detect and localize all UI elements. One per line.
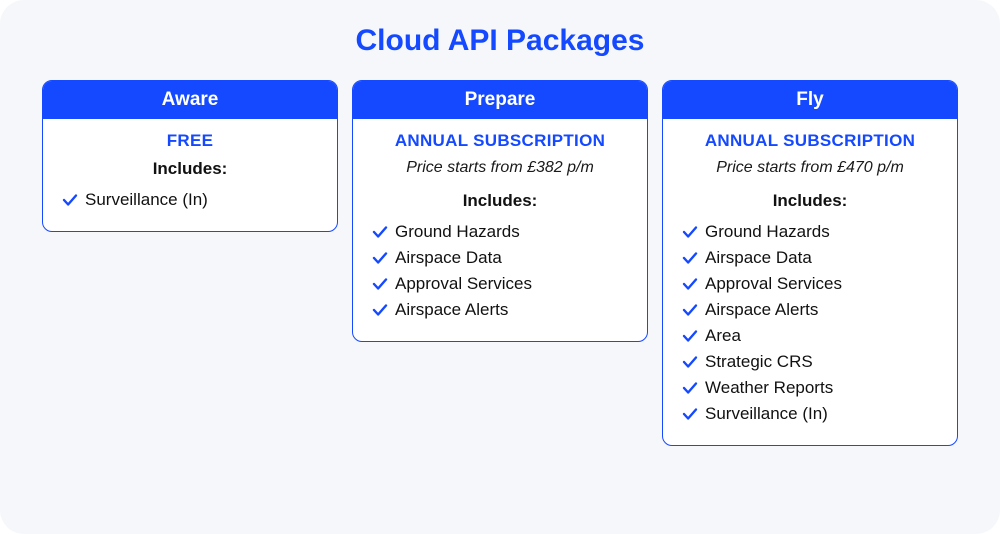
price-note: Price starts from £470 p/m <box>681 159 939 177</box>
feature-item: Airspace Data <box>681 245 939 271</box>
feature-text: Airspace Data <box>395 248 502 268</box>
feature-item: Ground Hazards <box>681 219 939 245</box>
feature-text: Strategic CRS <box>705 352 813 372</box>
feature-item: Airspace Alerts <box>681 297 939 323</box>
feature-list: Ground Hazards Airspace Data Approval Serv… <box>371 219 629 323</box>
feature-text: Ground Hazards <box>705 222 830 242</box>
check-icon <box>681 405 699 423</box>
check-icon <box>681 353 699 371</box>
feature-item: Airspace Alerts <box>371 297 629 323</box>
includes-label: Includes: <box>61 159 319 179</box>
card-body: FREE Includes: Surveillance (In) <box>43 119 337 231</box>
card-header: Aware <box>43 81 337 119</box>
price-note: Price starts from £382 p/m <box>371 159 629 177</box>
price-label: ANNUAL SUBSCRIPTION <box>371 131 629 151</box>
feature-text: Airspace Alerts <box>395 300 508 320</box>
check-icon <box>61 191 79 209</box>
check-icon <box>371 223 389 241</box>
feature-item: Surveillance (In) <box>61 187 319 213</box>
feature-item: Strategic CRS <box>681 349 939 375</box>
feature-text: Approval Services <box>395 274 532 294</box>
feature-text: Airspace Data <box>705 248 812 268</box>
includes-label: Includes: <box>371 191 629 211</box>
feature-text: Area <box>705 326 741 346</box>
check-icon <box>681 249 699 267</box>
feature-text: Surveillance (In) <box>85 190 208 210</box>
price-label: ANNUAL SUBSCRIPTION <box>681 131 939 151</box>
check-icon <box>371 275 389 293</box>
feature-item: Approval Services <box>371 271 629 297</box>
check-icon <box>371 249 389 267</box>
feature-text: Airspace Alerts <box>705 300 818 320</box>
page-title: Cloud API Packages <box>40 24 960 58</box>
price-label: FREE <box>61 131 319 151</box>
feature-list: Surveillance (In) <box>61 187 319 213</box>
feature-item: Surveillance (In) <box>681 401 939 427</box>
check-icon <box>681 327 699 345</box>
feature-text: Approval Services <box>705 274 842 294</box>
feature-item: Weather Reports <box>681 375 939 401</box>
page-canvas: Cloud API Packages Aware FREE Includes: Sur… <box>0 0 1000 534</box>
card-header: Prepare <box>353 81 647 119</box>
pricing-card-fly: Fly ANNUAL SUBSCRIPTION Price starts from … <box>662 80 958 446</box>
includes-label: Includes: <box>681 191 939 211</box>
card-header: Fly <box>663 81 957 119</box>
feature-item: Approval Services <box>681 271 939 297</box>
pricing-cards-row: Aware FREE Includes: Surveillance (In) Prepa… <box>40 80 960 446</box>
feature-text: Weather Reports <box>705 378 833 398</box>
pricing-card-prepare: Prepare ANNUAL SUBSCRIPTION Price starts f… <box>352 80 648 342</box>
feature-item: Area <box>681 323 939 349</box>
check-icon <box>371 301 389 319</box>
check-icon <box>681 379 699 397</box>
feature-item: Ground Hazards <box>371 219 629 245</box>
card-body: ANNUAL SUBSCRIPTION Price starts from £38… <box>353 119 647 341</box>
feature-text: Surveillance (In) <box>705 404 828 424</box>
check-icon <box>681 301 699 319</box>
feature-text: Ground Hazards <box>395 222 520 242</box>
pricing-card-aware: Aware FREE Includes: Surveillance (In) <box>42 80 338 232</box>
check-icon <box>681 275 699 293</box>
feature-item: Airspace Data <box>371 245 629 271</box>
card-body: ANNUAL SUBSCRIPTION Price starts from £47… <box>663 119 957 445</box>
feature-list: Ground Hazards Airspace Data Approval Serv… <box>681 219 939 427</box>
check-icon <box>681 223 699 241</box>
